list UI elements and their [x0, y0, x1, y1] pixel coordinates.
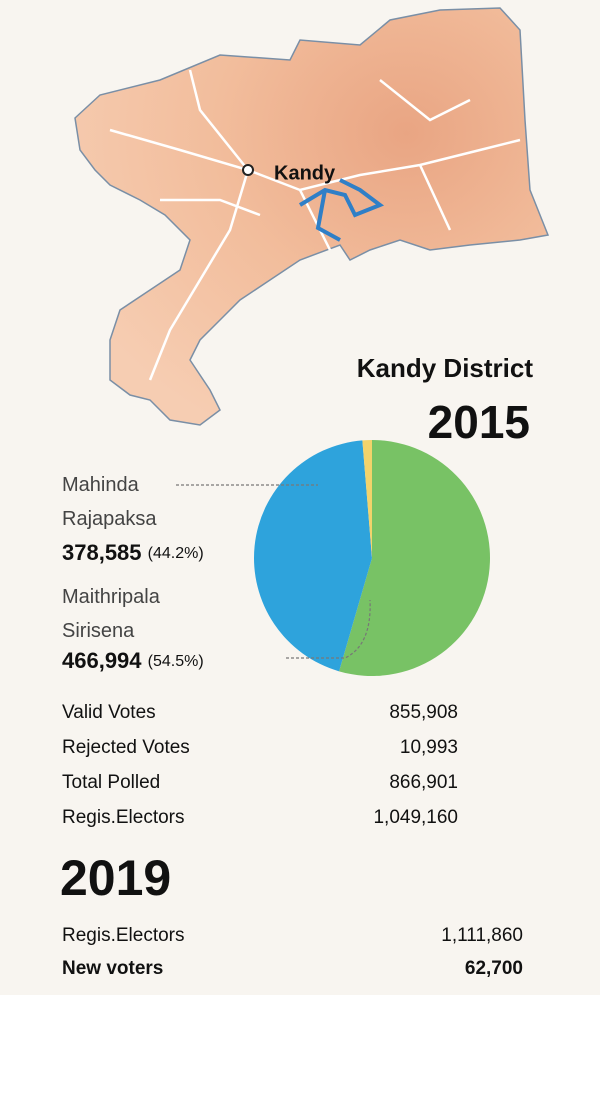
- row-value: 866,901: [389, 772, 458, 793]
- chart-title: Kandy District: [357, 353, 534, 383]
- stats-2015: Valid Votes 855,908 Rejected Votes 10,993 To…: [62, 702, 458, 828]
- row-value: 855,908: [389, 702, 458, 723]
- row-label: Valid Votes: [62, 702, 156, 723]
- river: [298, 178, 385, 242]
- leader-lines: [176, 484, 371, 659]
- district-shape: [74, 7, 550, 426]
- row-value: 1,111,860: [441, 925, 523, 946]
- stats-2019: Regis.Electors 1,111,860 New voters 62,700: [62, 925, 523, 979]
- row-value: 10,993: [400, 737, 458, 758]
- row-label: Rejected Votes: [62, 737, 190, 758]
- pie: [254, 440, 491, 677]
- row-label: New voters: [62, 958, 163, 979]
- year-heading: 2019: [60, 850, 171, 906]
- map: Kandy: [74, 7, 550, 426]
- row-label: Total Polled: [62, 772, 160, 793]
- pie-slice: [254, 440, 372, 672]
- candidate-name: Mahinda Rajapaksa: [62, 474, 157, 530]
- row-label: Regis.Electors: [62, 925, 185, 946]
- row-value: 1,049,160: [373, 807, 458, 828]
- vote-count: 466,994 (54.5%): [62, 648, 204, 673]
- row-label: Regis.Electors: [62, 807, 185, 828]
- city-label: Kandy: [274, 162, 336, 184]
- city-dot: [242, 164, 254, 176]
- chart-subtitle: 2015: [428, 396, 530, 448]
- candidate-name: Maithripala Sirisena: [62, 586, 160, 642]
- vote-count: 378,585 (44.2%): [62, 540, 204, 565]
- pie-slice: [362, 440, 372, 558]
- roads: [109, 69, 521, 381]
- pie-slice: [339, 440, 491, 677]
- row-value: 62,700: [465, 958, 523, 979]
